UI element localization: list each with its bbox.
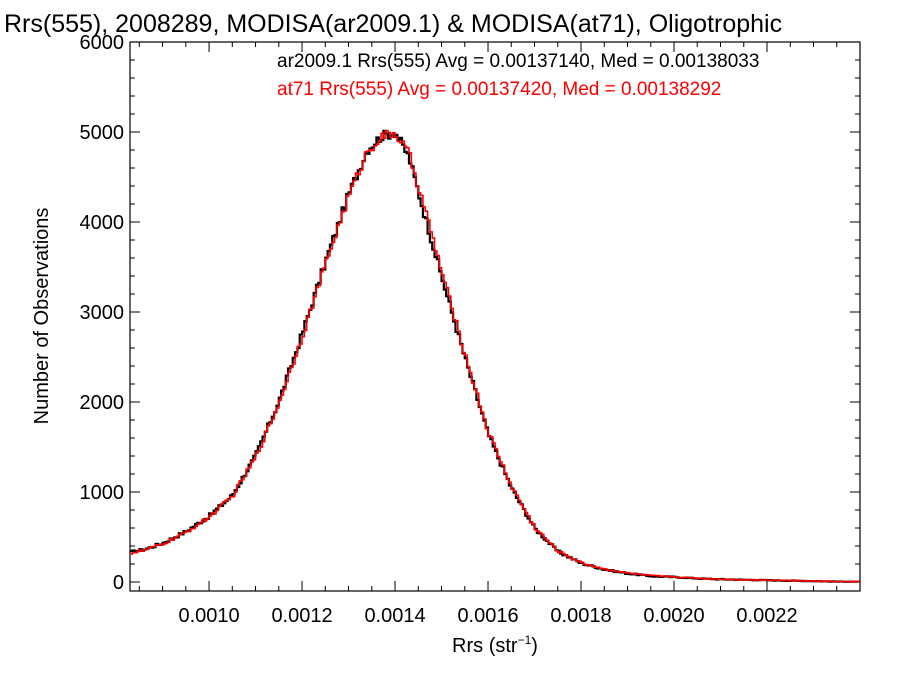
legend-entry-at71: at71 Rrs(555) Avg = 0.00137420, Med = 0.…: [277, 79, 721, 100]
x-tick-label: 0.0016: [457, 605, 518, 627]
y-axis: 0 1000 2000 3000 4000 5000 6000: [80, 32, 860, 594]
y-tick-label: 5000: [80, 122, 125, 144]
y-tick-label: 2000: [80, 392, 125, 414]
x-tick-label: 0.0020: [643, 605, 704, 627]
x-axis-label: Rrs (str−1): [452, 633, 538, 657]
x-tick-label: 0.0014: [364, 605, 425, 627]
chart-title: Rrs(555), 2008289, MODISA(ar2009.1) & MO…: [4, 10, 782, 38]
series-layer: [130, 129, 860, 583]
x-axis-label-exponent: −1: [518, 633, 532, 647]
series-line-at71: [130, 129, 860, 583]
legend-entry-ar2009: ar2009.1 Rrs(555) Avg = 0.00137140, Med …: [277, 51, 759, 72]
y-axis-label: Number of Observations: [31, 208, 53, 425]
x-tick-label: 0.0012: [271, 605, 332, 627]
x-axis-label-suffix: ): [531, 635, 538, 657]
x-tick-label: 0.0010: [178, 605, 239, 627]
plot-frame: [129, 41, 861, 592]
x-tick-label: 0.0022: [736, 605, 797, 627]
x-axis: 0.0010 0.0012 0.0014 0.0016 0.0018 0.0020 0.00…: [138, 42, 861, 627]
y-tick-label: 1000: [80, 482, 125, 504]
y-tick-label: 4000: [80, 212, 125, 234]
y-tick-label: 0: [113, 572, 124, 594]
x-tick-label: 0.0018: [550, 605, 611, 627]
y-tick-label: 6000: [80, 32, 125, 54]
series-line-ar2009.1: [130, 129, 860, 583]
y-tick-label: 3000: [80, 302, 125, 324]
